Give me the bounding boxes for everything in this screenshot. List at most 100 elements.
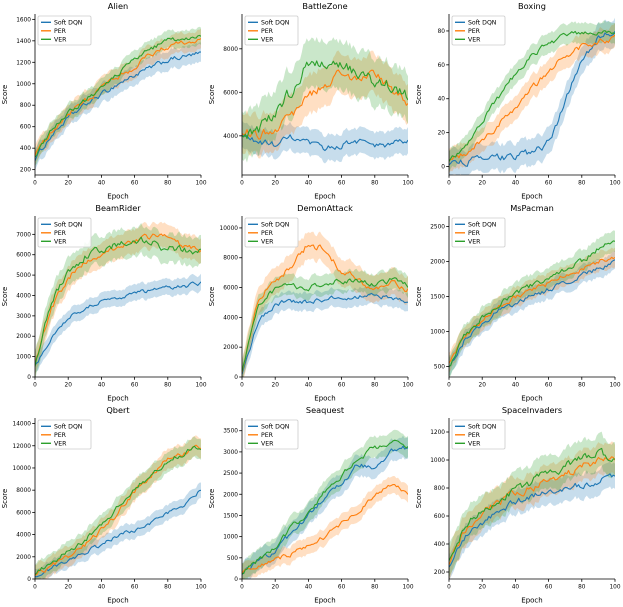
- legend-label-ver: VER: [54, 239, 67, 246]
- axes: 500 1000 1500 2000 2500 0 20 40 60 80 100: [430, 216, 621, 389]
- x-tick-label: 100: [402, 181, 413, 187]
- legend-label-per: PER: [54, 230, 67, 237]
- chart-title: Boxing: [518, 1, 546, 11]
- chart-cell-seaquest: 0 500 1000 1500 2000 2500 3000 3500 0 20 40 60 80 100…: [207, 404, 414, 606]
- x-tick-label: 100: [609, 585, 620, 591]
- y-tick-label: 6000: [223, 90, 238, 96]
- x-tick-label: 40: [305, 383, 313, 389]
- y-axis-label: Score: [415, 85, 423, 105]
- chart-qbert: 0 2000 4000 6000 8000 10000 12000 14000 0 20 40 60 8…: [1, 405, 207, 605]
- x-tick-label: 20: [479, 383, 487, 389]
- y-tick-label: 4000: [223, 315, 238, 321]
- y-tick-label: 500: [227, 556, 238, 562]
- legend-label-ver: VER: [261, 239, 274, 246]
- line-soft-dqn: [35, 51, 201, 162]
- y-tick-label: 0: [234, 375, 238, 381]
- band-per: [35, 28, 201, 166]
- y-tick-label: 500: [434, 365, 445, 371]
- series-lines: [35, 34, 201, 162]
- chart-battlezone: 4000 6000 8000 0 20 40 60 80 100 BattleZone Epoch S…: [208, 1, 414, 201]
- series-lines: [242, 439, 408, 576]
- x-tick-label: 80: [578, 585, 586, 591]
- x-axis-label: Epoch: [521, 597, 542, 605]
- line-ver: [242, 277, 408, 372]
- x-tick-label: 0: [33, 585, 37, 591]
- band-soft-dqn: [449, 461, 615, 579]
- legend-label-ver: VER: [54, 441, 67, 448]
- series-lines: [449, 240, 615, 368]
- x-tick-label: 80: [371, 181, 379, 187]
- y-tick-label: 7000: [16, 232, 31, 238]
- x-tick-label: 100: [195, 181, 206, 187]
- x-tick-label: 20: [272, 585, 280, 591]
- x-tick-label: 40: [98, 181, 106, 187]
- x-tick-label: 100: [609, 181, 620, 187]
- legend-label-soft-dqn: Soft DQN: [468, 20, 497, 27]
- x-tick-label: 60: [131, 383, 139, 389]
- x-tick-label: 40: [305, 181, 313, 187]
- x-tick-label: 40: [305, 585, 313, 591]
- y-tick-label: 40: [438, 97, 446, 103]
- band-per: [449, 247, 615, 373]
- chart-boxing: 0 20 40 60 80 0 20 40 60 80 100 Boxing Epoch Score Sof…: [415, 1, 621, 201]
- band-ver: [35, 223, 201, 377]
- x-tick-label: 20: [479, 585, 487, 591]
- line-soft-dqn: [449, 30, 615, 167]
- x-tick-label: 40: [512, 383, 520, 389]
- legend-label-soft-dqn: Soft DQN: [54, 424, 83, 431]
- confidence-bands: [35, 26, 201, 171]
- y-tick-label: 2500: [223, 471, 238, 477]
- y-tick-label: 1400: [16, 39, 31, 45]
- axes: 4000 6000 8000 0 20 40 60 80 100: [223, 14, 414, 187]
- x-tick-label: 100: [402, 585, 413, 591]
- chart-mspacman: 500 1000 1500 2000 2500 0 20 40 60 80 100 MsPacman E…: [415, 203, 621, 403]
- legend-label-per: PER: [468, 432, 481, 439]
- y-axis-label: Score: [208, 489, 216, 509]
- chart-spaceinvaders: 200 400 600 800 1000 1200 0 20 40 60 80 100 SpaceInv…: [415, 405, 621, 605]
- line-per: [35, 233, 201, 366]
- y-tick-label: 2500: [430, 225, 445, 231]
- x-tick-label: 0: [240, 383, 244, 389]
- y-tick-label: 5000: [16, 273, 31, 279]
- line-soft-dqn: [35, 281, 201, 366]
- y-axis-label: Score: [1, 85, 9, 105]
- band-soft-dqn: [35, 42, 201, 171]
- band-soft-dqn: [242, 120, 408, 164]
- y-tick-label: 2000: [16, 334, 31, 340]
- x-tick-label: 80: [164, 181, 172, 187]
- chart-cell-alien: 200 400 600 800 1000 1200 1400 1600 0 20 40 60 80 100…: [0, 0, 207, 202]
- x-tick-label: 40: [98, 383, 106, 389]
- series-lines: [35, 233, 201, 367]
- y-tick-label: 2000: [223, 492, 238, 498]
- y-tick-label: 3000: [223, 450, 238, 456]
- y-axis-label: Score: [415, 287, 423, 307]
- x-tick-label: 100: [609, 383, 620, 389]
- band-per: [449, 23, 615, 174]
- y-tick-label: 600: [434, 514, 445, 520]
- line-ver: [35, 34, 201, 158]
- y-tick-label: 0: [441, 165, 445, 171]
- x-tick-label: 20: [65, 585, 73, 591]
- chart-cell-battlezone: 4000 6000 8000 0 20 40 60 80 100 BattleZone Epoch S…: [207, 0, 414, 202]
- band-soft-dqn: [242, 435, 408, 579]
- y-axis-label: Score: [1, 287, 9, 307]
- x-tick-label: 100: [195, 383, 206, 389]
- axes: 0 500 1000 1500 2000 2500 3000 3500 0 20 40 60 80 100: [223, 418, 414, 591]
- x-axis-label: Epoch: [314, 597, 335, 605]
- band-per: [449, 441, 615, 579]
- band-ver: [242, 37, 408, 163]
- y-tick-label: 1200: [16, 60, 31, 66]
- legend-label-soft-dqn: Soft DQN: [54, 222, 83, 229]
- y-tick-label: 12000: [13, 444, 32, 450]
- chart-cell-qbert: 0 2000 4000 6000 8000 10000 12000 14000 0 20 40 60 8…: [0, 404, 207, 606]
- x-axis-label: Epoch: [314, 395, 335, 403]
- legend-label-per: PER: [468, 230, 481, 237]
- band-ver: [35, 26, 201, 166]
- x-axis-label: Epoch: [521, 395, 542, 403]
- x-tick-label: 60: [338, 383, 346, 389]
- x-tick-label: 20: [272, 181, 280, 187]
